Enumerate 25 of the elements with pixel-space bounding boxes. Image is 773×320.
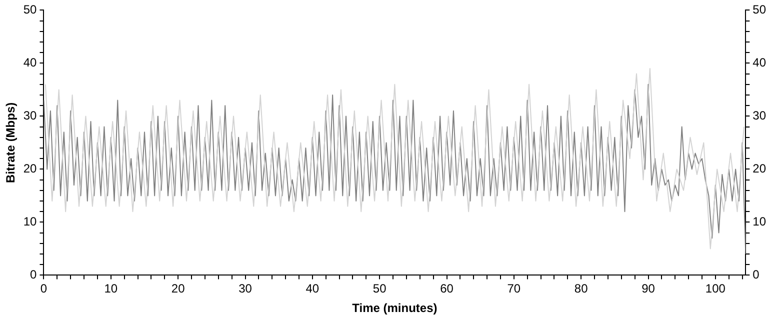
- x-tick-label: 90: [642, 282, 656, 296]
- y2-tick-label: 30: [752, 108, 766, 123]
- y2-tick-label: 10: [752, 214, 766, 229]
- x-tick-label: 0: [40, 282, 48, 296]
- x-tick-label: 50: [372, 282, 387, 296]
- x-tick-label: 20: [171, 282, 186, 296]
- y-tick-label: 40: [23, 56, 38, 70]
- x-tick-label: 10: [104, 282, 118, 296]
- x-tick-label: 30: [238, 282, 252, 296]
- y2-tick-label: 20: [752, 162, 766, 176]
- x-tick-label: 80: [574, 282, 588, 296]
- y-tick-label: 20: [23, 162, 38, 176]
- y2-tick-label: 50: [752, 2, 766, 17]
- x-tick-label: 60: [440, 282, 454, 296]
- x-tick-label: 100: [705, 282, 726, 296]
- y-tick-label: 50: [23, 2, 38, 17]
- x-axis-title: Time (minutes): [352, 301, 438, 316]
- y-tick-label: 0: [30, 268, 38, 282]
- y-axis-title: Bitrate (Mbps): [4, 102, 18, 184]
- y2-tick-label: 0: [752, 268, 760, 282]
- x-tick-label: 70: [507, 282, 521, 296]
- y2-tick-label: 40: [752, 56, 766, 70]
- x-tick-label: 40: [306, 282, 320, 296]
- y-tick-label: 10: [23, 214, 38, 229]
- y-tick-label: 30: [23, 108, 38, 123]
